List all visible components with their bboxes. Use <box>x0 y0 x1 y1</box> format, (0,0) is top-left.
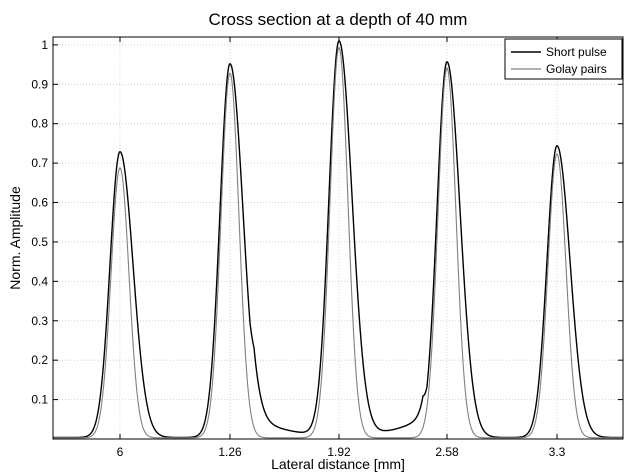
y-tick-label: 0.1 <box>31 393 48 407</box>
x-tick-label: 2.58 <box>435 445 459 459</box>
legend-label-short-pulse: Short pulse <box>546 45 607 59</box>
y-tick-label: 0.3 <box>31 314 48 328</box>
series-line-short-pulse <box>53 39 623 439</box>
grid <box>53 37 623 439</box>
x-tick-label: 3.3 <box>549 445 566 459</box>
legend-label-golay-pairs: Golay pairs <box>546 62 607 76</box>
legend: Short pulse Golay pairs <box>504 38 623 80</box>
legend-box <box>504 38 623 80</box>
x-tick-label: 1.26 <box>218 445 242 459</box>
y-tick-label: 1 <box>41 38 48 52</box>
x-tick-label: 1.92 <box>327 445 351 459</box>
ticks: 6 1.26 1.92 2.58 3.3 0.1 0.2 0.3 0.4 0.5 0.6 0.7 0.8… <box>31 37 623 459</box>
y-tick-label: 0.9 <box>31 77 48 91</box>
x-tick-label: 6 <box>117 445 124 459</box>
y-tick-label: 0.5 <box>31 235 48 249</box>
y-tick-label: 0.7 <box>31 156 48 170</box>
y-tick-label: 0.6 <box>31 196 48 210</box>
plot-frame <box>52 36 624 440</box>
y-tick-label: 0.2 <box>31 353 48 367</box>
x-axis-label: Lateral distance [mm] <box>271 456 405 472</box>
y-tick-label: 0.8 <box>31 117 48 131</box>
y-tick-label: 0.4 <box>31 274 48 288</box>
series-layer <box>53 39 623 439</box>
chart-title: Cross section at a depth of 40 mm <box>209 10 468 29</box>
series-line-golay-pairs <box>53 46 623 439</box>
y-axis-label: Norm. Amplitude <box>7 186 23 290</box>
